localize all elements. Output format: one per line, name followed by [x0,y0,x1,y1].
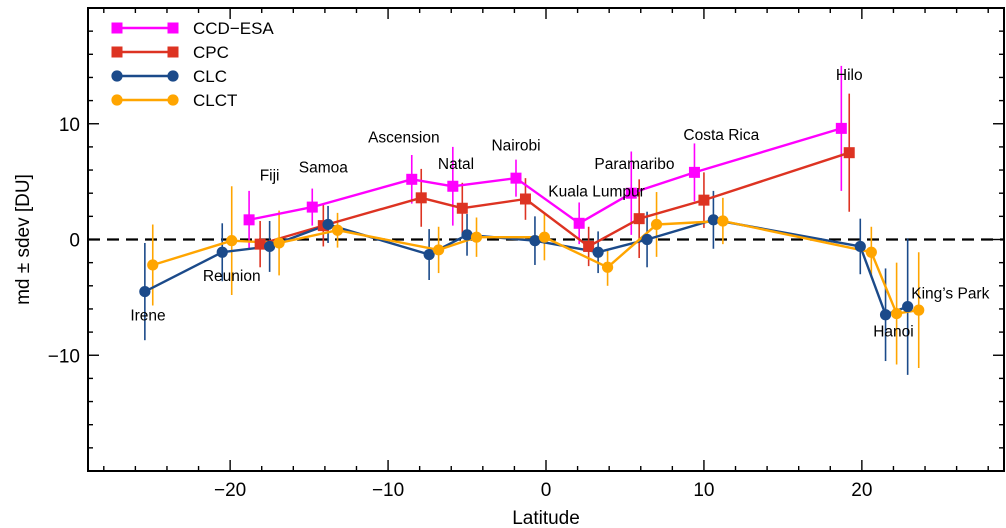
series-line-clct [152,219,919,315]
data-point-clc-1 [216,246,228,258]
data-point-clc-11 [879,309,892,321]
legend-label-ccd-esa: CCD−ESA [193,19,274,38]
data-point-clc-2 [264,240,276,253]
data-point-clct-11 [891,307,903,320]
data-point-clc-6 [529,235,541,247]
data-point-cpc-3 [456,202,468,214]
y-axis-label: md ± sdev [DU] [13,174,34,305]
data-point-ccd-esa-5 [573,217,585,229]
site-annotations: Irene Reunion Fiji Samoa Ascension Natal Nairo… [130,67,989,341]
data-point-clct-1 [226,235,238,247]
x-tick-label-3: 10 [693,480,714,501]
site-label-irene: Irene [130,308,165,325]
data-point-clc-3 [322,218,334,231]
site-label-natal: Natal [438,156,474,173]
data-point-clc-0 [139,285,151,298]
site-label-nairobi: Nairobi [491,137,540,154]
y-tick-label-2: 10 [59,115,80,136]
data-point-cpc-5 [583,240,595,252]
legend-marker-clc-1 [167,70,179,82]
data-point-ccd-esa-8 [835,122,847,134]
data-point-ccd-esa-7 [688,166,700,178]
data-point-ccd-esa-4 [510,172,522,184]
data-point-clct-6 [538,231,551,243]
data-point-ccd-esa-0 [243,214,255,226]
data-point-clct-2 [273,237,285,249]
data-point-clc-9 [707,214,720,226]
series-markers [139,122,925,321]
x-axis-label: Latitude [512,508,580,528]
data-point-clc-8 [641,233,653,246]
legend-marker-ccd-esa-0 [111,22,123,34]
data-point-clct-7 [601,261,614,273]
site-label-samoa: Samoa [299,159,348,176]
legend-marker-clct-1 [167,94,179,106]
y-tick-label-1: 0 [69,231,80,252]
x-tick-label-1: −10 [372,480,404,501]
x-tick-label-2: 0 [541,480,552,501]
legend-label-clct: CLCT [193,91,237,110]
data-point-cpc-0 [254,238,266,250]
legend-label-cpc: CPC [193,43,229,62]
data-point-clct-3 [331,224,344,236]
data-point-ccd-esa-6 [625,187,637,199]
data-point-clc-4 [423,248,435,261]
data-point-clc-7 [592,246,604,258]
data-point-ccd-esa-1 [306,201,318,213]
site-label-hilo: Hilo [836,67,863,84]
site-label-ascension: Ascension [368,129,440,146]
data-point-clct-0 [147,259,159,271]
site-label-reunion: Reunion [203,268,261,285]
tick-labels: −20 −10 0 10 20 −10 0 10 [48,115,873,501]
legend: CCD−ESA CPC CLC CLCT [111,19,274,110]
legend-marker-cpc-0 [111,46,123,58]
series-lines [144,127,919,316]
data-point-cpc-4 [519,193,531,205]
legend-marker-clc-0 [111,70,123,82]
x-tick-label-0: −20 [214,480,246,501]
data-point-cpc-8 [843,147,855,159]
legend-marker-clct-0 [111,94,123,106]
axes [87,7,1005,472]
error-bars [144,65,920,375]
data-point-clc-12 [902,301,914,313]
data-point-clc-10 [854,240,866,253]
site-label-fiji: Fiji [260,167,280,184]
data-point-clct-8 [650,218,663,231]
data-point-cpc-2 [415,192,427,204]
data-point-ccd-esa-2 [406,173,418,185]
site-label-costa-rica: Costa Rica [683,127,759,144]
data-point-clct-10 [865,246,877,258]
site-label-kuala-lumpur: Kuala Lumpur [548,184,645,201]
site-label-hanoi: Hanoi [873,324,914,341]
x-tick-label-4: 20 [851,480,872,501]
data-point-clct-12 [913,304,925,316]
data-point-clct-5 [470,231,483,243]
data-point-cpc-6 [633,213,645,225]
legend-marker-cpc-1 [167,46,179,58]
site-label-king-s-park: King’s Park [911,286,989,303]
site-label-paramaribo: Paramaribo [594,156,674,173]
data-point-clct-9 [717,215,729,227]
data-point-clct-4 [433,244,445,256]
legend-label-clc: CLC [193,67,227,86]
legend-marker-ccd-esa-1 [167,22,179,34]
data-point-clc-5 [461,229,473,241]
data-point-cpc-7 [698,194,710,206]
y-tick-label-0: −10 [48,346,80,367]
data-point-ccd-esa-3 [447,180,459,192]
